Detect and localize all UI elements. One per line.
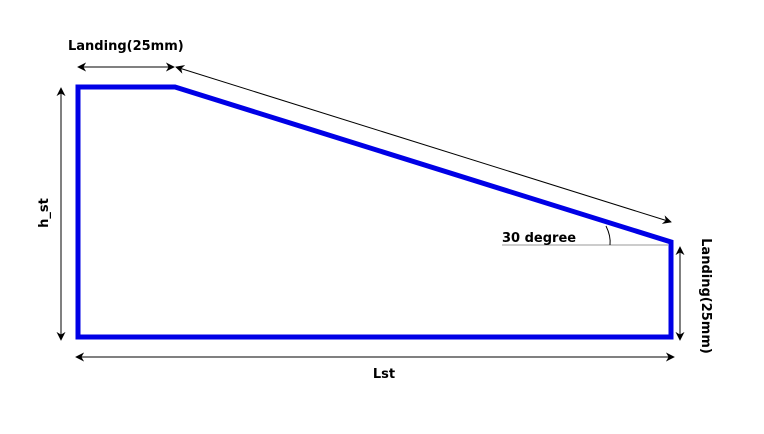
- profile-outline: [75, 84, 674, 340]
- right-landing-label: Landing(25mm): [698, 238, 713, 354]
- height-label: h_st: [37, 198, 52, 228]
- slope-dimension: [175, 65, 672, 224]
- angle-arc: [605, 225, 611, 246]
- length-label: Lst: [373, 367, 395, 382]
- angle-label: 30 degree: [502, 231, 576, 246]
- top-landing-label: Landing(25mm): [68, 39, 184, 54]
